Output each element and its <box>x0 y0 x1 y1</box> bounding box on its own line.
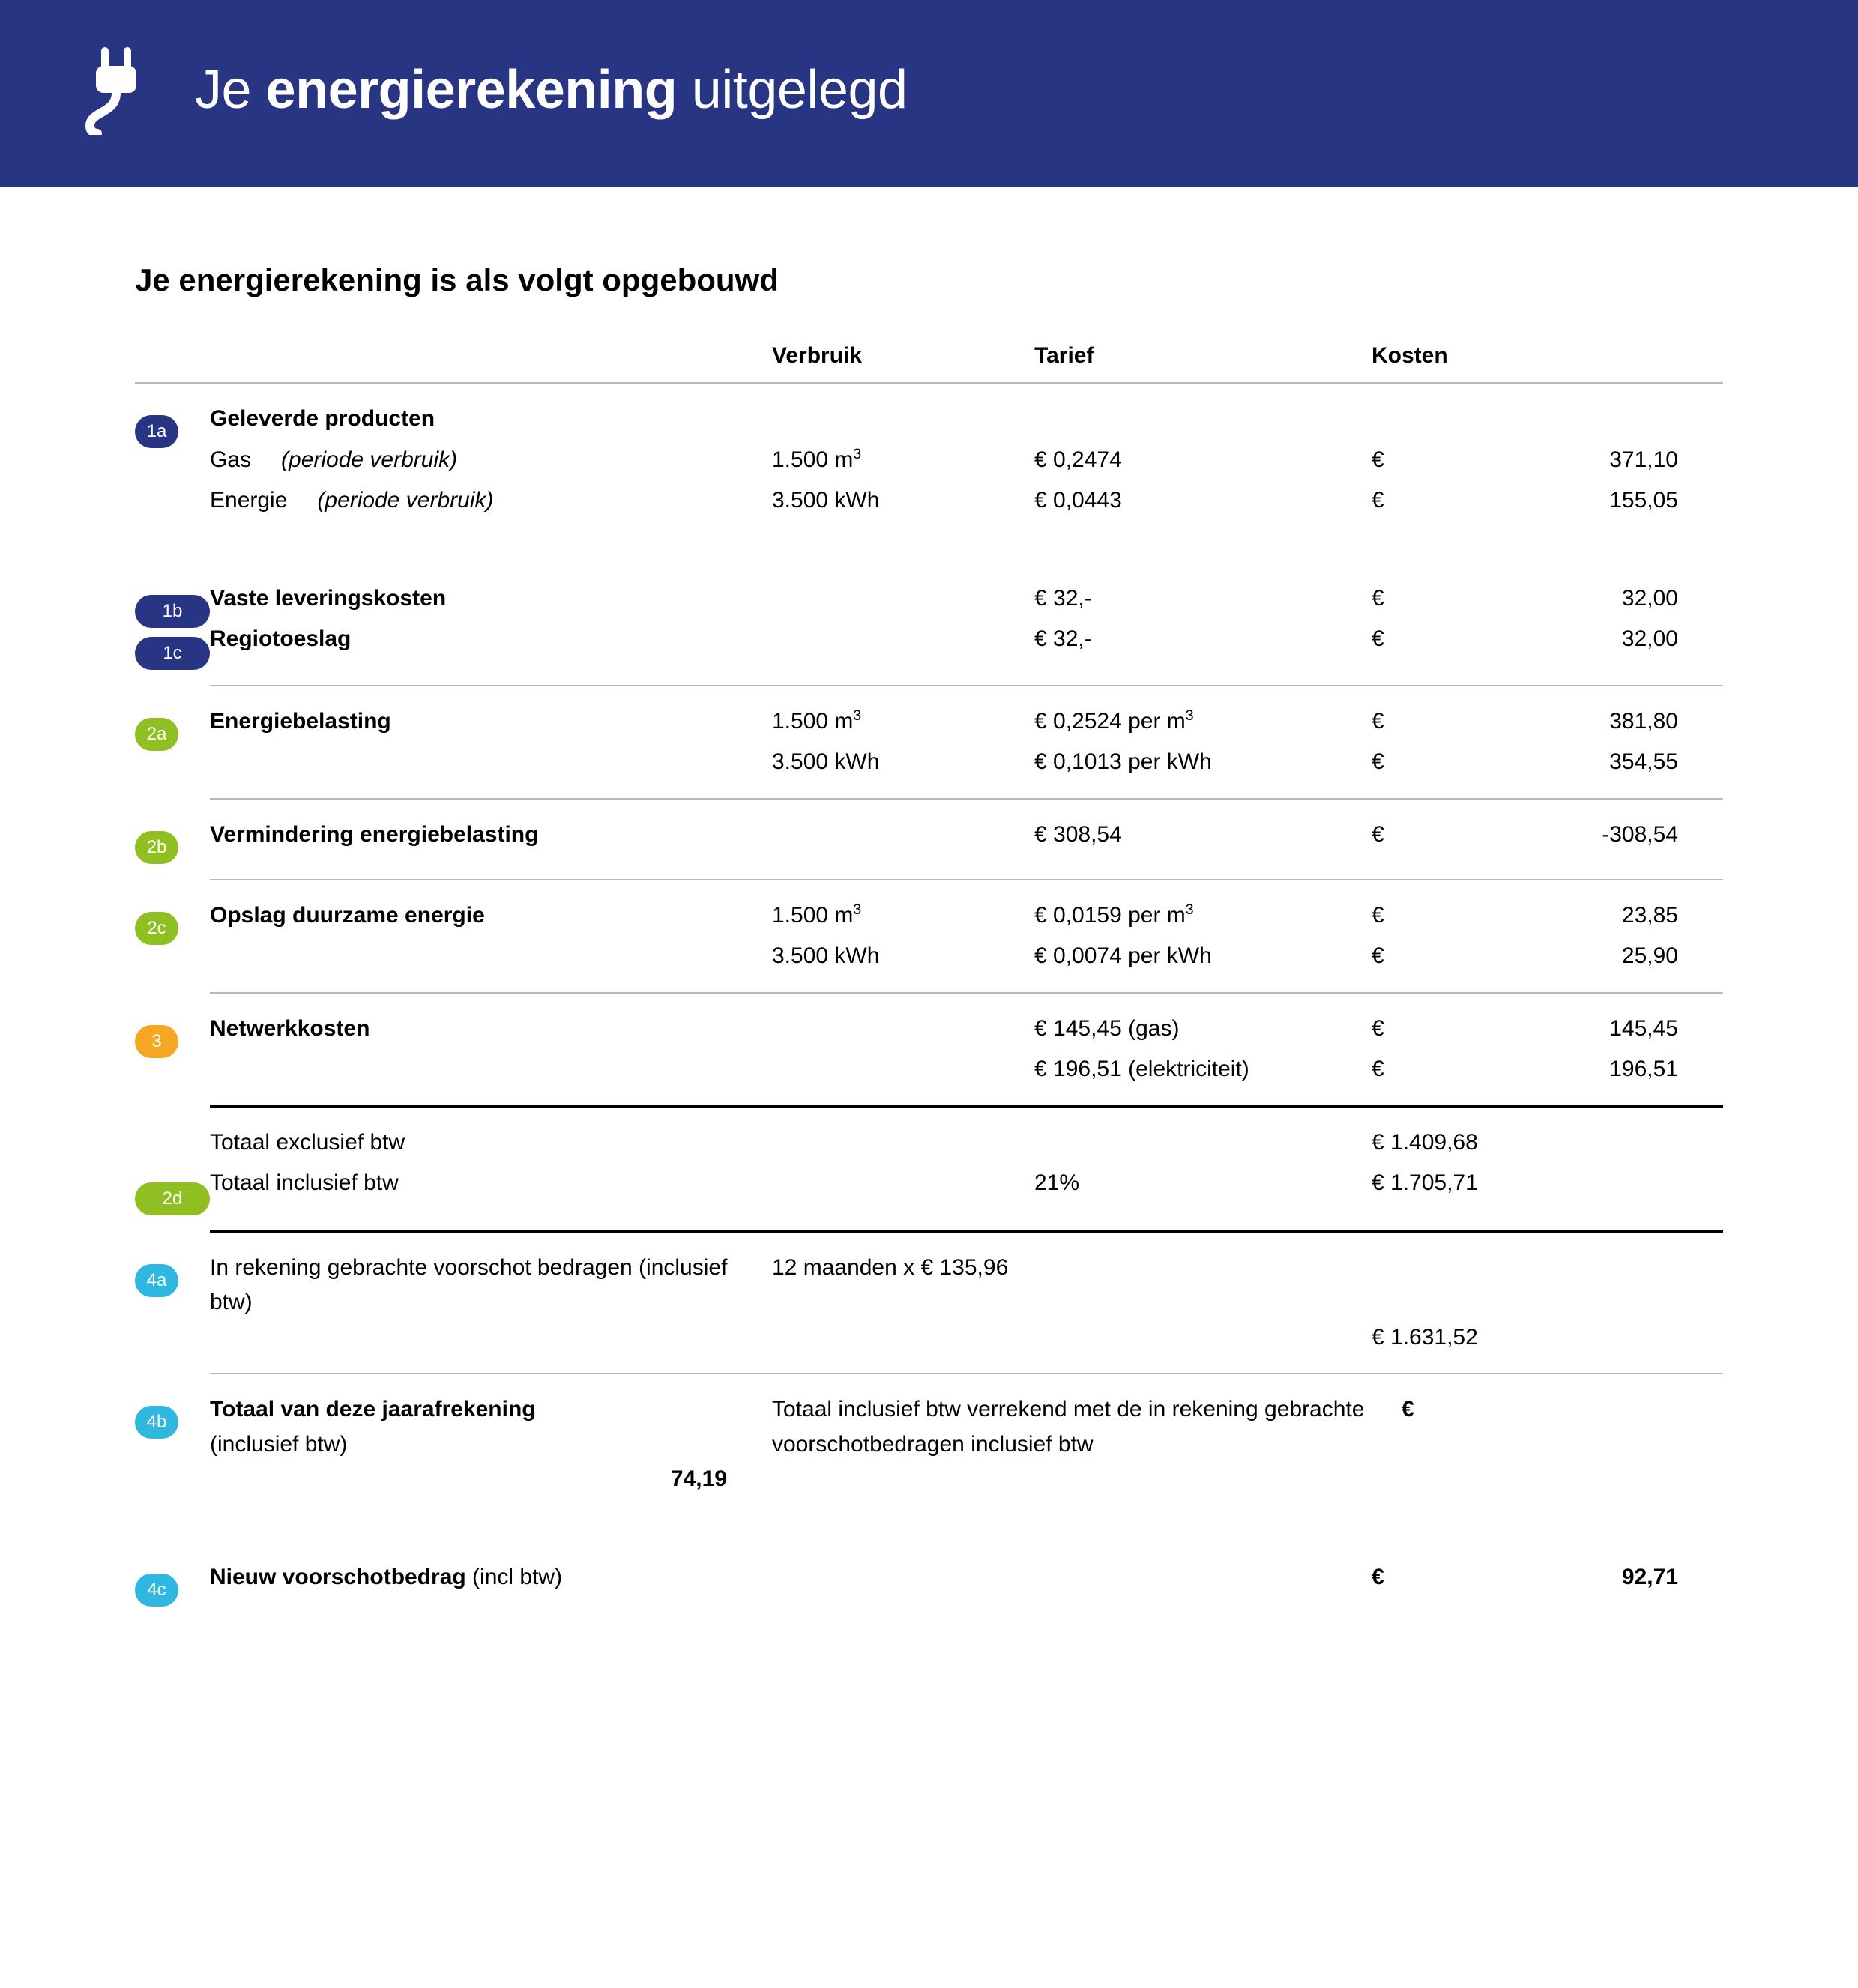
header: Je energierekening uitgelegd <box>0 0 1858 187</box>
section-badge: 4c <box>135 1574 178 1607</box>
plug-icon <box>75 45 157 135</box>
section-badge: 2d <box>135 1182 210 1215</box>
table-section: 2a Energiebelasting1.500 m3€ 0,2524 per m… <box>135 686 1723 798</box>
table-row: Vaste leveringskosten€ 32,-€32,00 <box>210 578 1723 620</box>
table-section: 2dTotaal exclusief btw€ 1.409,68Totaal i… <box>135 1108 1723 1230</box>
section-badge: 2c <box>135 912 178 945</box>
table-row: Totaal exclusief btw€ 1.409,68 <box>210 1123 1723 1164</box>
table-row: Netwerkkosten€ 145,45 (gas)€145,45 <box>210 1009 1723 1050</box>
section-badge: 4a <box>135 1264 178 1297</box>
table-section: 4c Nieuw voorschotbedrag (incl btw)€92,71 <box>135 1542 1723 1622</box>
table-row: Totaal inclusief btw21%€ 1.705,71 <box>210 1163 1723 1204</box>
table-row: Opslag duurzame energie1.500 m3€ 0,0159 … <box>210 895 1723 937</box>
section-badge: 1b <box>135 595 210 628</box>
table-body: 1a Geleverde productenGas(periode verbrui… <box>135 384 1723 1622</box>
table-section: 1b 1cVaste leveringskosten€ 32,-€32,00Reg… <box>135 564 1723 685</box>
col-kosten: Kosten <box>1372 343 1723 369</box>
table-section: 1a Geleverde productenGas(periode verbrui… <box>135 384 1723 537</box>
table-row: 3.500 kWh€ 0,1013 per kWh€354,55 <box>210 742 1723 783</box>
table-row: Vermindering energiebelasting€ 308,54€-3… <box>210 815 1723 856</box>
section-badge: 1c <box>135 637 210 670</box>
table-row: Energiebelasting1.500 m3€ 0,2524 per m3€… <box>210 701 1723 743</box>
section-badge: 3 <box>135 1025 178 1058</box>
column-headers: Verbruik Tarief Kosten <box>135 343 1723 384</box>
table-row: 3.500 kWh€ 0,0074 per kWh€25,90 <box>210 936 1723 977</box>
section-badge: 4b <box>135 1406 178 1439</box>
table-section: 2b Vermindering energiebelasting€ 308,54€… <box>135 800 1723 879</box>
section-badge: 1a <box>135 415 178 448</box>
col-tarief: Tarief <box>1034 343 1372 369</box>
content: Je energierekening is als volgt opgebouw… <box>0 187 1858 1711</box>
table-section: 2c Opslag duurzame energie1.500 m3€ 0,015… <box>135 880 1723 992</box>
table-row: Geleverde producten <box>210 399 1723 440</box>
col-verbruik: Verbruik <box>772 343 1034 369</box>
section-badge: 2a <box>135 718 178 751</box>
table-row: In rekening gebrachte voorschot bedragen… <box>210 1248 1723 1359</box>
table-row: Totaal van deze jaarafrekening(inclusief… <box>210 1389 1723 1500</box>
table-section: 3 Netwerkkosten€ 145,45 (gas)€145,45€ 196… <box>135 994 1723 1105</box>
page-title: Je energierekening uitgelegd <box>195 59 908 121</box>
subtitle: Je energierekening is als volgt opgebouw… <box>135 262 1723 298</box>
table-row: Nieuw voorschotbedrag (incl btw)€92,71 <box>210 1557 1723 1598</box>
section-badge: 2b <box>135 831 178 864</box>
table-row: € 196,51 (elektriciteit)€196,51 <box>210 1049 1723 1090</box>
table-section: 4b Totaal van deze jaarafrekening(inclusi… <box>135 1374 1723 1515</box>
table-row: Energie(periode verbruik)3.500 kWh€ 0,04… <box>210 480 1723 522</box>
table-section: 4a In rekening gebrachte voorschot bedrag… <box>135 1233 1723 1374</box>
table-row: Regiotoeslag€ 32,-€32,00 <box>210 619 1723 660</box>
breakdown-table: Verbruik Tarief Kosten 1a Geleverde produ… <box>135 343 1723 1622</box>
table-row: Gas(periode verbruik)1.500 m3€ 0,2474€37… <box>210 440 1723 481</box>
